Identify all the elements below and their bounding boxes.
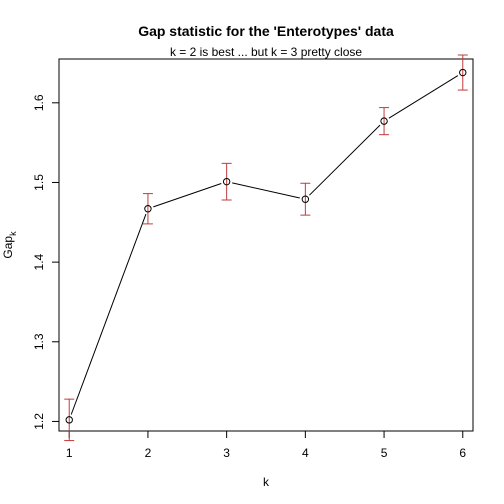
chart-title: Gap statistic for the 'Enterotypes' data	[138, 23, 394, 39]
svg-text:Gapk: Gapk	[1, 231, 18, 259]
error-bar-k4	[300, 182, 311, 216]
data-point-k1	[65, 416, 73, 424]
data-point-k4	[301, 195, 310, 203]
y-tick-label-1.5: 1.5	[32, 174, 46, 191]
x-tick-label-6: 6	[459, 446, 466, 460]
y-tick-label-1.3: 1.3	[32, 333, 46, 350]
data-point-k6	[459, 68, 467, 77]
error-bar-k2	[142, 193, 153, 225]
error-bar-k1	[64, 398, 75, 442]
y-axis: 1.2 1.3 1.4 1.5 1.6	[32, 94, 59, 430]
y-tick-label-1.6: 1.6	[32, 94, 46, 111]
x-tick-label-2: 2	[145, 446, 152, 460]
chart-subtitle: k = 2 is best ... but k = 3 pretty close	[170, 45, 362, 59]
y-tick-label-1.4: 1.4	[32, 253, 46, 270]
x-tick-label-5: 5	[381, 446, 388, 460]
data-point-k5	[380, 117, 388, 125]
line-segment-1-2	[70, 213, 147, 415]
error-bar-k3	[221, 162, 232, 201]
line-segment-4-5	[309, 124, 381, 196]
x-tick-label-1: 1	[66, 446, 73, 460]
y-axis-label-subscript: k	[8, 231, 18, 236]
line-segment-3-4	[232, 182, 300, 199]
plot-frame	[58, 58, 474, 432]
error-bar-k5	[379, 107, 390, 136]
line-segment-2-3	[153, 183, 222, 208]
y-axis-label: Gapk	[1, 231, 18, 259]
y-tick-label-1.2: 1.2	[32, 413, 46, 430]
data-point-k3	[222, 177, 231, 186]
x-axis: 1 2 3 4 5 6	[66, 431, 466, 460]
x-tick-label-3: 3	[223, 446, 230, 460]
gap-series	[64, 54, 468, 442]
x-axis-label: k	[263, 475, 270, 489]
line-segment-5-6	[388, 75, 459, 119]
x-tick-label-4: 4	[302, 446, 309, 460]
y-axis-label-main: Gap	[1, 236, 15, 259]
error-bar-k6	[457, 54, 468, 91]
data-point-k2	[144, 205, 152, 213]
